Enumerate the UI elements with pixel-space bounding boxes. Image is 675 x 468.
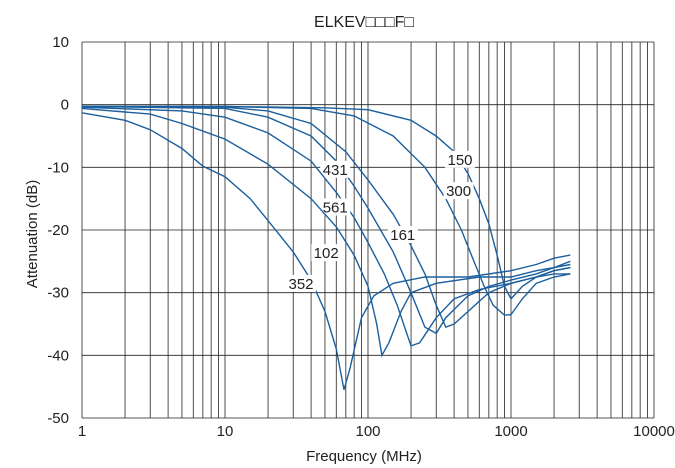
y-tick-label: -20 [47, 222, 69, 239]
series-label-102: 102 [314, 245, 339, 262]
series-label-bg [311, 244, 342, 262]
series-label-bg [286, 274, 317, 292]
series-label-300: 300 [446, 183, 471, 200]
y-tick-label: 10 [52, 34, 69, 51]
series-line-561 [81, 106, 571, 347]
x-tick-label: 1 [78, 423, 86, 440]
y-tick-label: -30 [47, 285, 69, 302]
y-tick-label: -50 [47, 410, 69, 427]
series-label-561: 561 [323, 199, 348, 216]
x-tick-label: 10 [217, 423, 234, 440]
series-label-bg [387, 226, 418, 244]
series-label-352: 352 [288, 276, 313, 293]
series-label-bg [320, 160, 351, 178]
series-line-300 [82, 105, 571, 316]
x-axis-label: Frequency (MHz) [306, 448, 422, 465]
y-tick-label: 0 [61, 97, 69, 114]
y-axis-label: Attenuation (dB) [24, 180, 41, 288]
y-tick-label: -40 [47, 347, 69, 364]
series-line-431 [81, 105, 571, 335]
x-tick-label: 10000 [633, 423, 675, 440]
series-line-102 [81, 107, 571, 358]
y-tick-labels: 10 0 -10 -20 -30 -40 -50 [47, 34, 69, 427]
series-label-bg [443, 182, 474, 200]
x-tick-label: 1000 [494, 423, 527, 440]
series-label-150: 150 [447, 152, 472, 169]
chart-grid [81, 41, 655, 419]
series-label-431: 431 [323, 162, 348, 179]
x-tick-labels: 1 10 100 1000 10000 [78, 423, 675, 440]
series-label-bg [320, 198, 351, 216]
series-line-150 [82, 105, 571, 301]
series-label-bg [445, 150, 476, 168]
x-tick-label: 100 [355, 423, 380, 440]
y-tick-label: -10 [47, 159, 69, 176]
chart-title: ELKEV□□□F□ [314, 14, 414, 31]
series-label-161: 161 [390, 227, 415, 244]
series-line-352 [81, 112, 571, 390]
